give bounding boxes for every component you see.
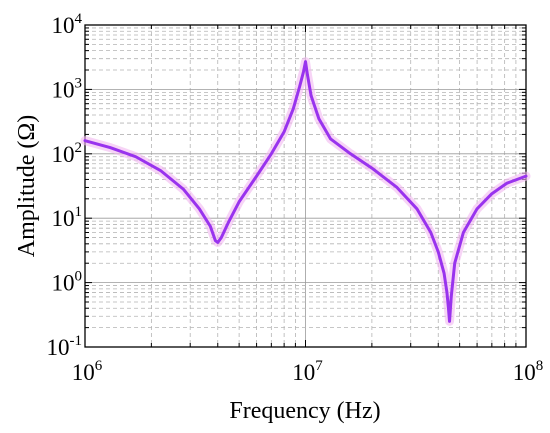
x-axis-label: Frequency (Hz) — [229, 398, 380, 424]
x-tick-label: 108 — [513, 358, 544, 385]
y-tick-label: 104 — [52, 11, 83, 38]
series-line-0 — [83, 60, 528, 323]
x-tick-label: 107 — [292, 358, 323, 385]
x-tick-labels: 106 107 108 — [72, 358, 544, 385]
series-layer — [80, 57, 531, 326]
y-axis-label: Amplitude (Ω) — [14, 115, 40, 257]
minor-ticks — [85, 25, 526, 347]
y-tick-label: 10-1 — [47, 333, 83, 360]
y-tick-label: 101 — [52, 204, 83, 231]
grid — [85, 25, 526, 347]
y-tick-labels: 10-1 100 101 102 103 104 — [47, 11, 83, 360]
y-tick-label: 102 — [52, 140, 83, 167]
x-tick-label: 106 — [72, 358, 103, 385]
y-tick-label: 100 — [52, 269, 83, 296]
y-tick-label: 103 — [52, 75, 83, 102]
